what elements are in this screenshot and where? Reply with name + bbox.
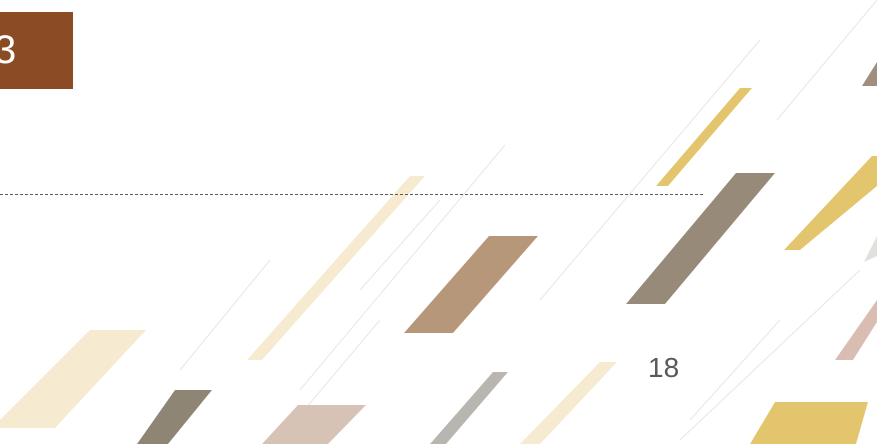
section-number-box: 3 <box>0 12 73 89</box>
shape-silver <box>430 372 508 444</box>
thin-line <box>299 319 381 416</box>
shape-silver <box>864 236 877 262</box>
thin-line <box>299 144 506 391</box>
shape-gold <box>750 402 868 444</box>
thin-line <box>179 259 271 371</box>
shape-gold <box>656 88 752 186</box>
section-number: 3 <box>0 28 17 72</box>
shape-cream <box>247 176 425 360</box>
shape-cream <box>520 362 617 444</box>
thin-line <box>539 39 761 301</box>
thin-line <box>689 319 781 421</box>
dashed-divider <box>0 194 703 195</box>
shape-gray-brown <box>862 62 877 86</box>
shape-tan <box>404 236 538 333</box>
shape-gray-brown <box>137 390 212 444</box>
shape-cream <box>0 330 146 428</box>
shape-rose <box>835 300 877 360</box>
thin-line <box>359 199 441 291</box>
shape-gray-brown <box>626 173 775 304</box>
shape-rose <box>262 405 366 444</box>
shape-gold <box>784 156 877 250</box>
thin-line <box>776 0 877 121</box>
thin-line <box>679 269 861 441</box>
page-number: 18 <box>648 352 680 383</box>
